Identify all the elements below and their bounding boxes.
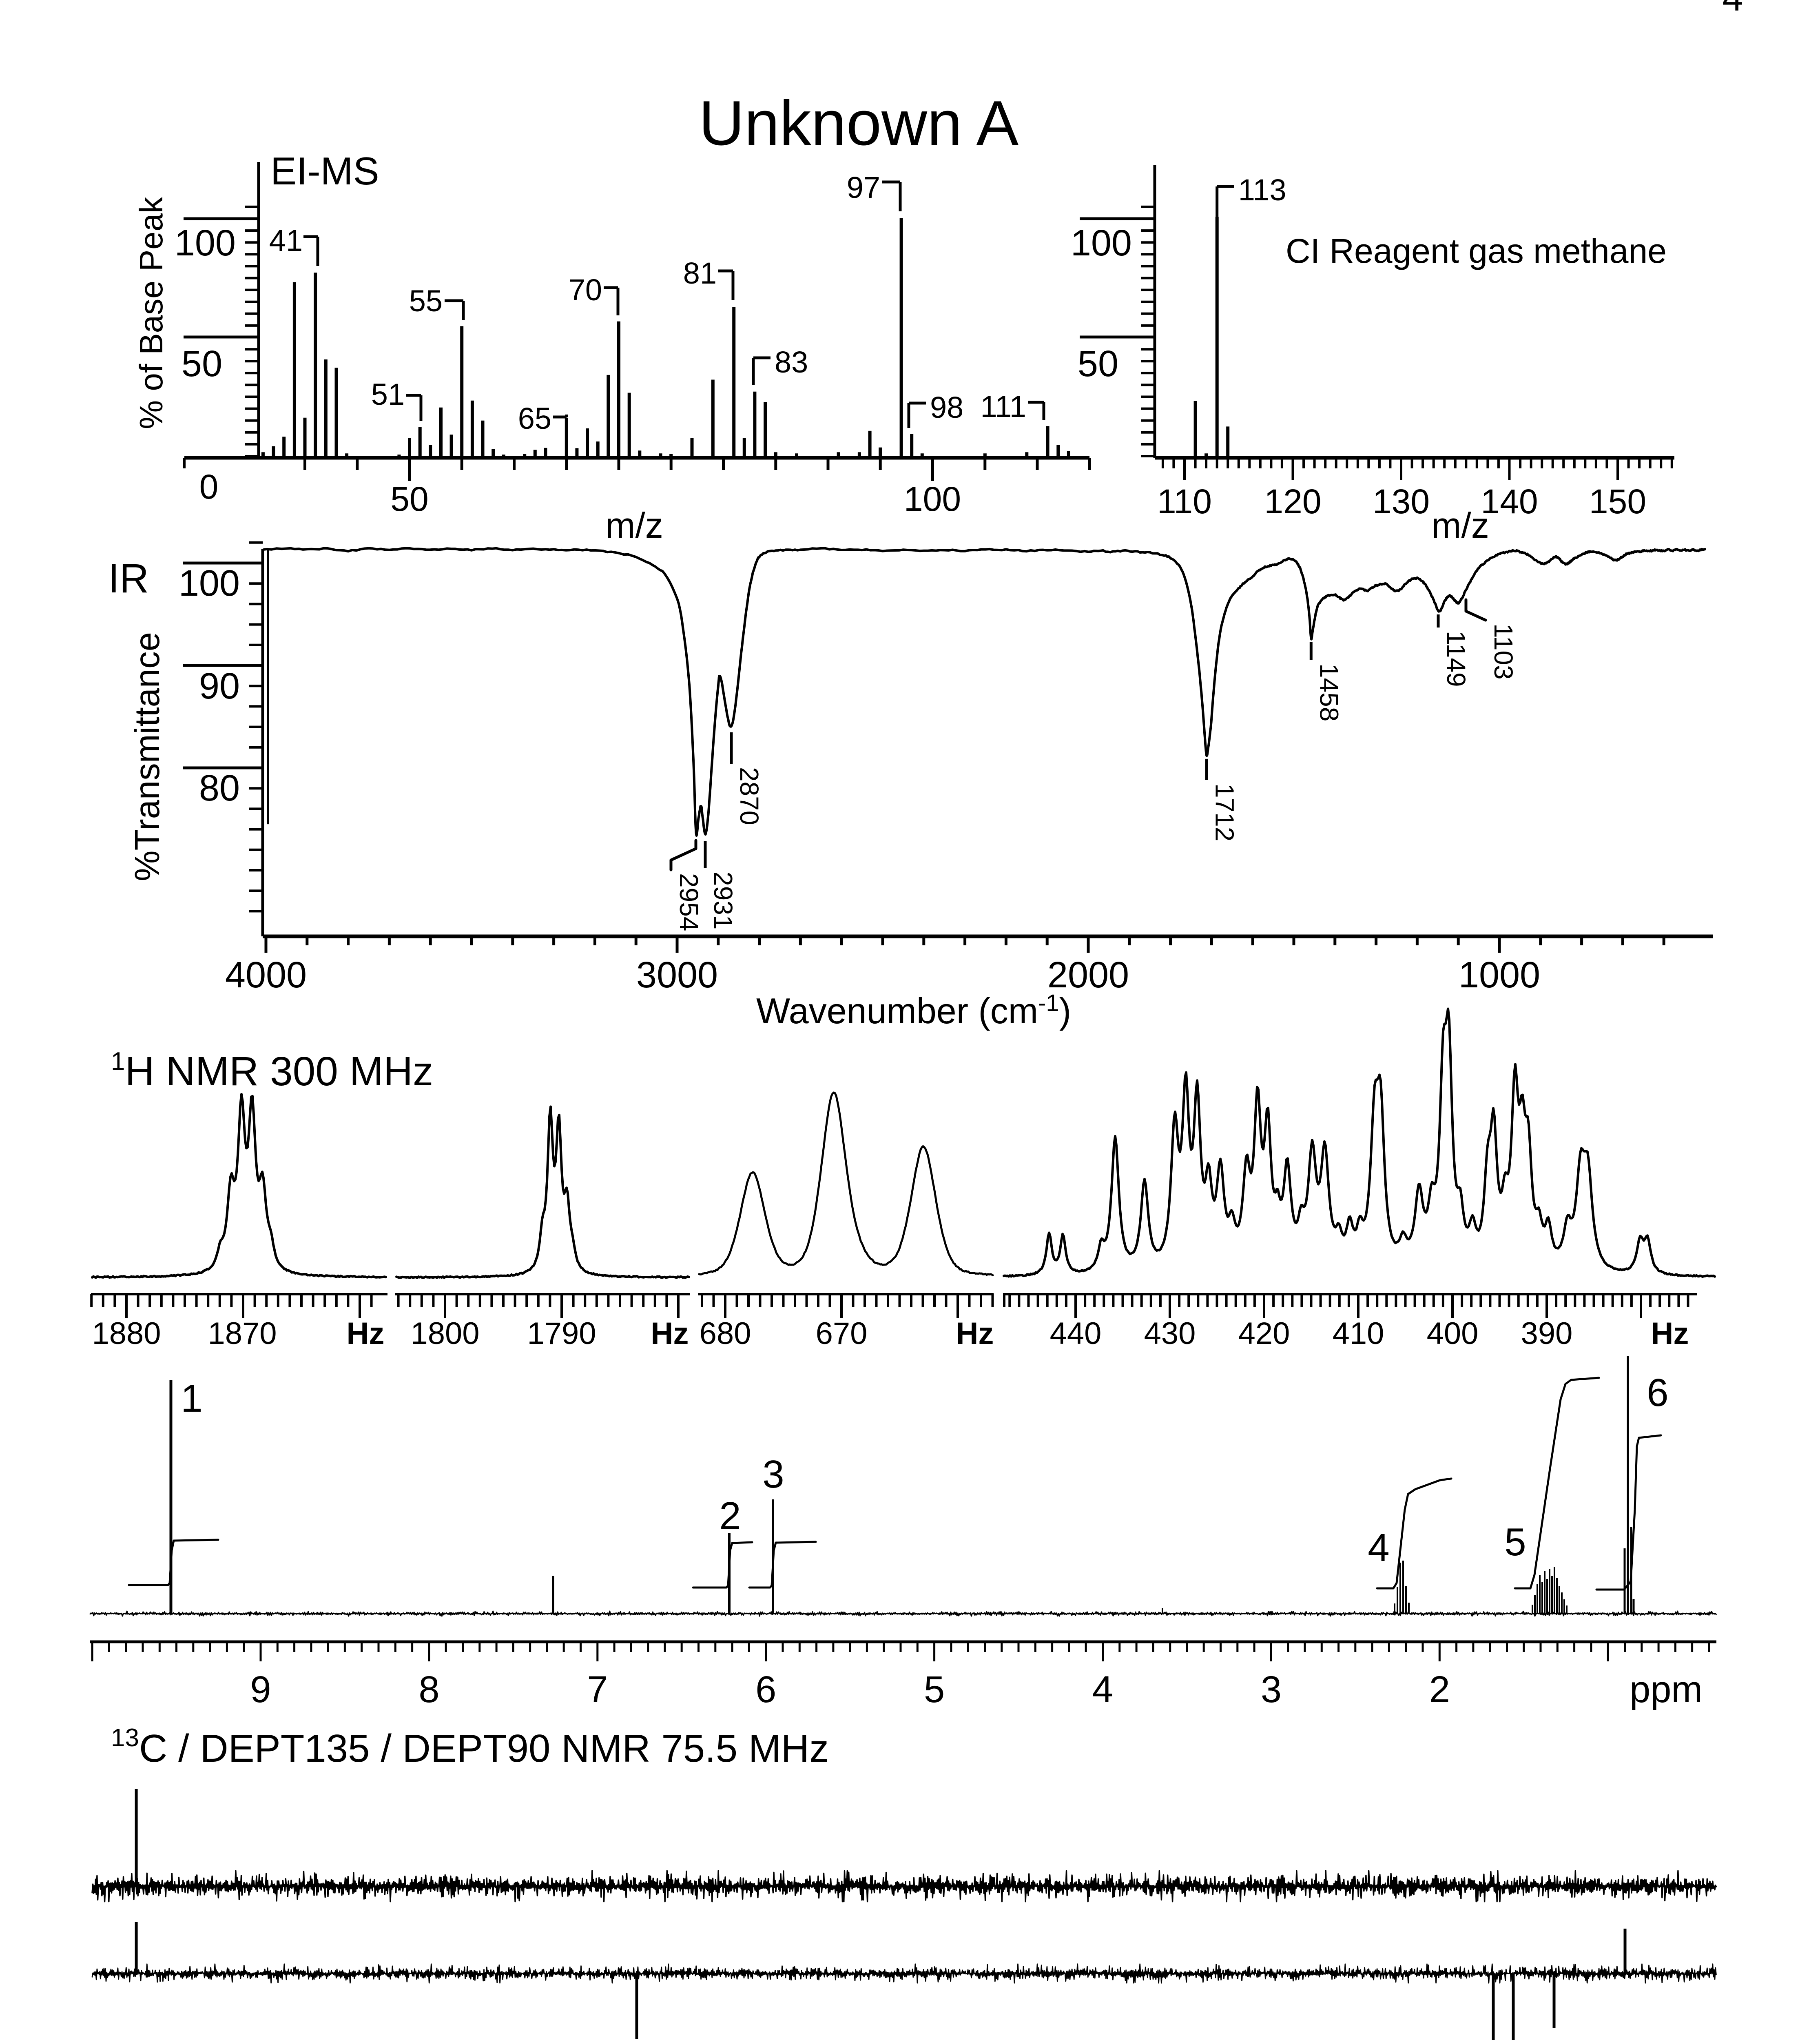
svg-text:430: 430 (1144, 1316, 1196, 1351)
svg-text:97: 97 (847, 171, 880, 204)
svg-text:3: 3 (762, 1452, 784, 1496)
svg-text:100: 100 (904, 480, 961, 518)
svg-text:9: 9 (250, 1669, 271, 1710)
svg-text:Hz: Hz (651, 1316, 689, 1351)
svg-text:50: 50 (390, 480, 428, 518)
svg-text:8: 8 (418, 1669, 439, 1710)
svg-text:2: 2 (719, 1494, 741, 1538)
svg-text:150: 150 (1589, 482, 1646, 521)
svg-text:1H NMR 300 MHz: 1H NMR 300 MHz (111, 1047, 433, 1094)
svg-text:50: 50 (1078, 344, 1118, 384)
svg-text:2: 2 (1429, 1669, 1450, 1710)
svg-text:110: 110 (1157, 482, 1212, 521)
svg-text:420: 420 (1238, 1316, 1290, 1351)
svg-text:7: 7 (587, 1669, 608, 1710)
svg-text:m/z: m/z (1431, 505, 1489, 545)
svg-text:1149: 1149 (1441, 631, 1471, 687)
svg-text:2870: 2870 (735, 767, 764, 825)
svg-text:4: 4 (1368, 1526, 1389, 1570)
svg-text:CI Reagent gas methane: CI Reagent gas methane (1286, 232, 1667, 270)
svg-text:%Transmittance: %Transmittance (128, 632, 167, 881)
svg-text:m/z: m/z (605, 505, 663, 545)
svg-text:2954: 2954 (674, 873, 704, 931)
svg-text:51: 51 (371, 377, 405, 411)
svg-text:1870: 1870 (208, 1316, 277, 1351)
svg-text:1790: 1790 (527, 1316, 596, 1351)
svg-text:2931: 2931 (709, 871, 738, 929)
svg-text:EI-MS: EI-MS (270, 149, 379, 193)
svg-text:Hz: Hz (956, 1316, 994, 1351)
svg-text:440: 440 (1050, 1316, 1102, 1351)
svg-text:50: 50 (182, 344, 222, 384)
svg-text:390: 390 (1521, 1316, 1573, 1351)
svg-text:410: 410 (1333, 1316, 1384, 1351)
svg-text:4: 4 (1092, 1669, 1113, 1710)
svg-text:670: 670 (816, 1316, 868, 1351)
svg-text:4: 4 (1722, 0, 1743, 19)
svg-text:41: 41 (269, 224, 303, 257)
svg-text:1103: 1103 (1489, 623, 1518, 680)
svg-text:3000: 3000 (636, 955, 718, 996)
svg-text:1458: 1458 (1314, 663, 1344, 721)
svg-text:1800: 1800 (410, 1316, 479, 1351)
svg-text:Wavenumber (cm-1): Wavenumber (cm-1) (756, 990, 1071, 1031)
svg-text:120: 120 (1264, 482, 1321, 521)
svg-text:100: 100 (1071, 223, 1132, 264)
svg-text:65: 65 (518, 401, 551, 435)
svg-text:100: 100 (179, 563, 240, 604)
svg-text:400: 400 (1427, 1316, 1479, 1351)
svg-text:4000: 4000 (225, 955, 307, 996)
svg-text:680: 680 (700, 1316, 751, 1351)
svg-text:3: 3 (1261, 1669, 1282, 1710)
svg-text:140: 140 (1481, 482, 1538, 521)
svg-text:55: 55 (409, 284, 443, 318)
svg-text:6: 6 (1647, 1371, 1668, 1415)
svg-text:1712: 1712 (1210, 783, 1239, 841)
svg-text:13C / DEPT135 / DEPT90 NMR 75.: 13C / DEPT135 / DEPT90 NMR 75.5 MHz (111, 1724, 829, 1770)
svg-text:IR: IR (108, 556, 149, 601)
svg-text:70: 70 (569, 273, 602, 307)
svg-text:2000: 2000 (1047, 955, 1129, 996)
svg-text:Unknown A: Unknown A (699, 88, 1019, 158)
svg-text:Hz: Hz (347, 1316, 385, 1351)
svg-text:90: 90 (199, 666, 240, 707)
svg-text:1880: 1880 (92, 1316, 161, 1351)
svg-text:111: 111 (981, 390, 1026, 424)
svg-text:83: 83 (775, 345, 808, 379)
svg-text:6: 6 (755, 1669, 776, 1710)
svg-text:81: 81 (683, 256, 717, 290)
svg-text:ppm: ppm (1630, 1669, 1703, 1710)
svg-text:% of Base Peak: % of Base Peak (133, 197, 169, 429)
svg-text:1000: 1000 (1459, 955, 1540, 996)
svg-text:1: 1 (181, 1377, 202, 1420)
svg-text:80: 80 (199, 768, 240, 809)
svg-text:100: 100 (175, 223, 236, 264)
svg-text:5: 5 (1504, 1520, 1526, 1564)
svg-text:5: 5 (924, 1669, 945, 1710)
svg-text:113: 113 (1238, 173, 1286, 207)
svg-text:130: 130 (1373, 482, 1430, 521)
svg-text:0: 0 (199, 468, 219, 506)
svg-text:Hz: Hz (1651, 1316, 1689, 1351)
svg-text:98: 98 (930, 390, 963, 424)
